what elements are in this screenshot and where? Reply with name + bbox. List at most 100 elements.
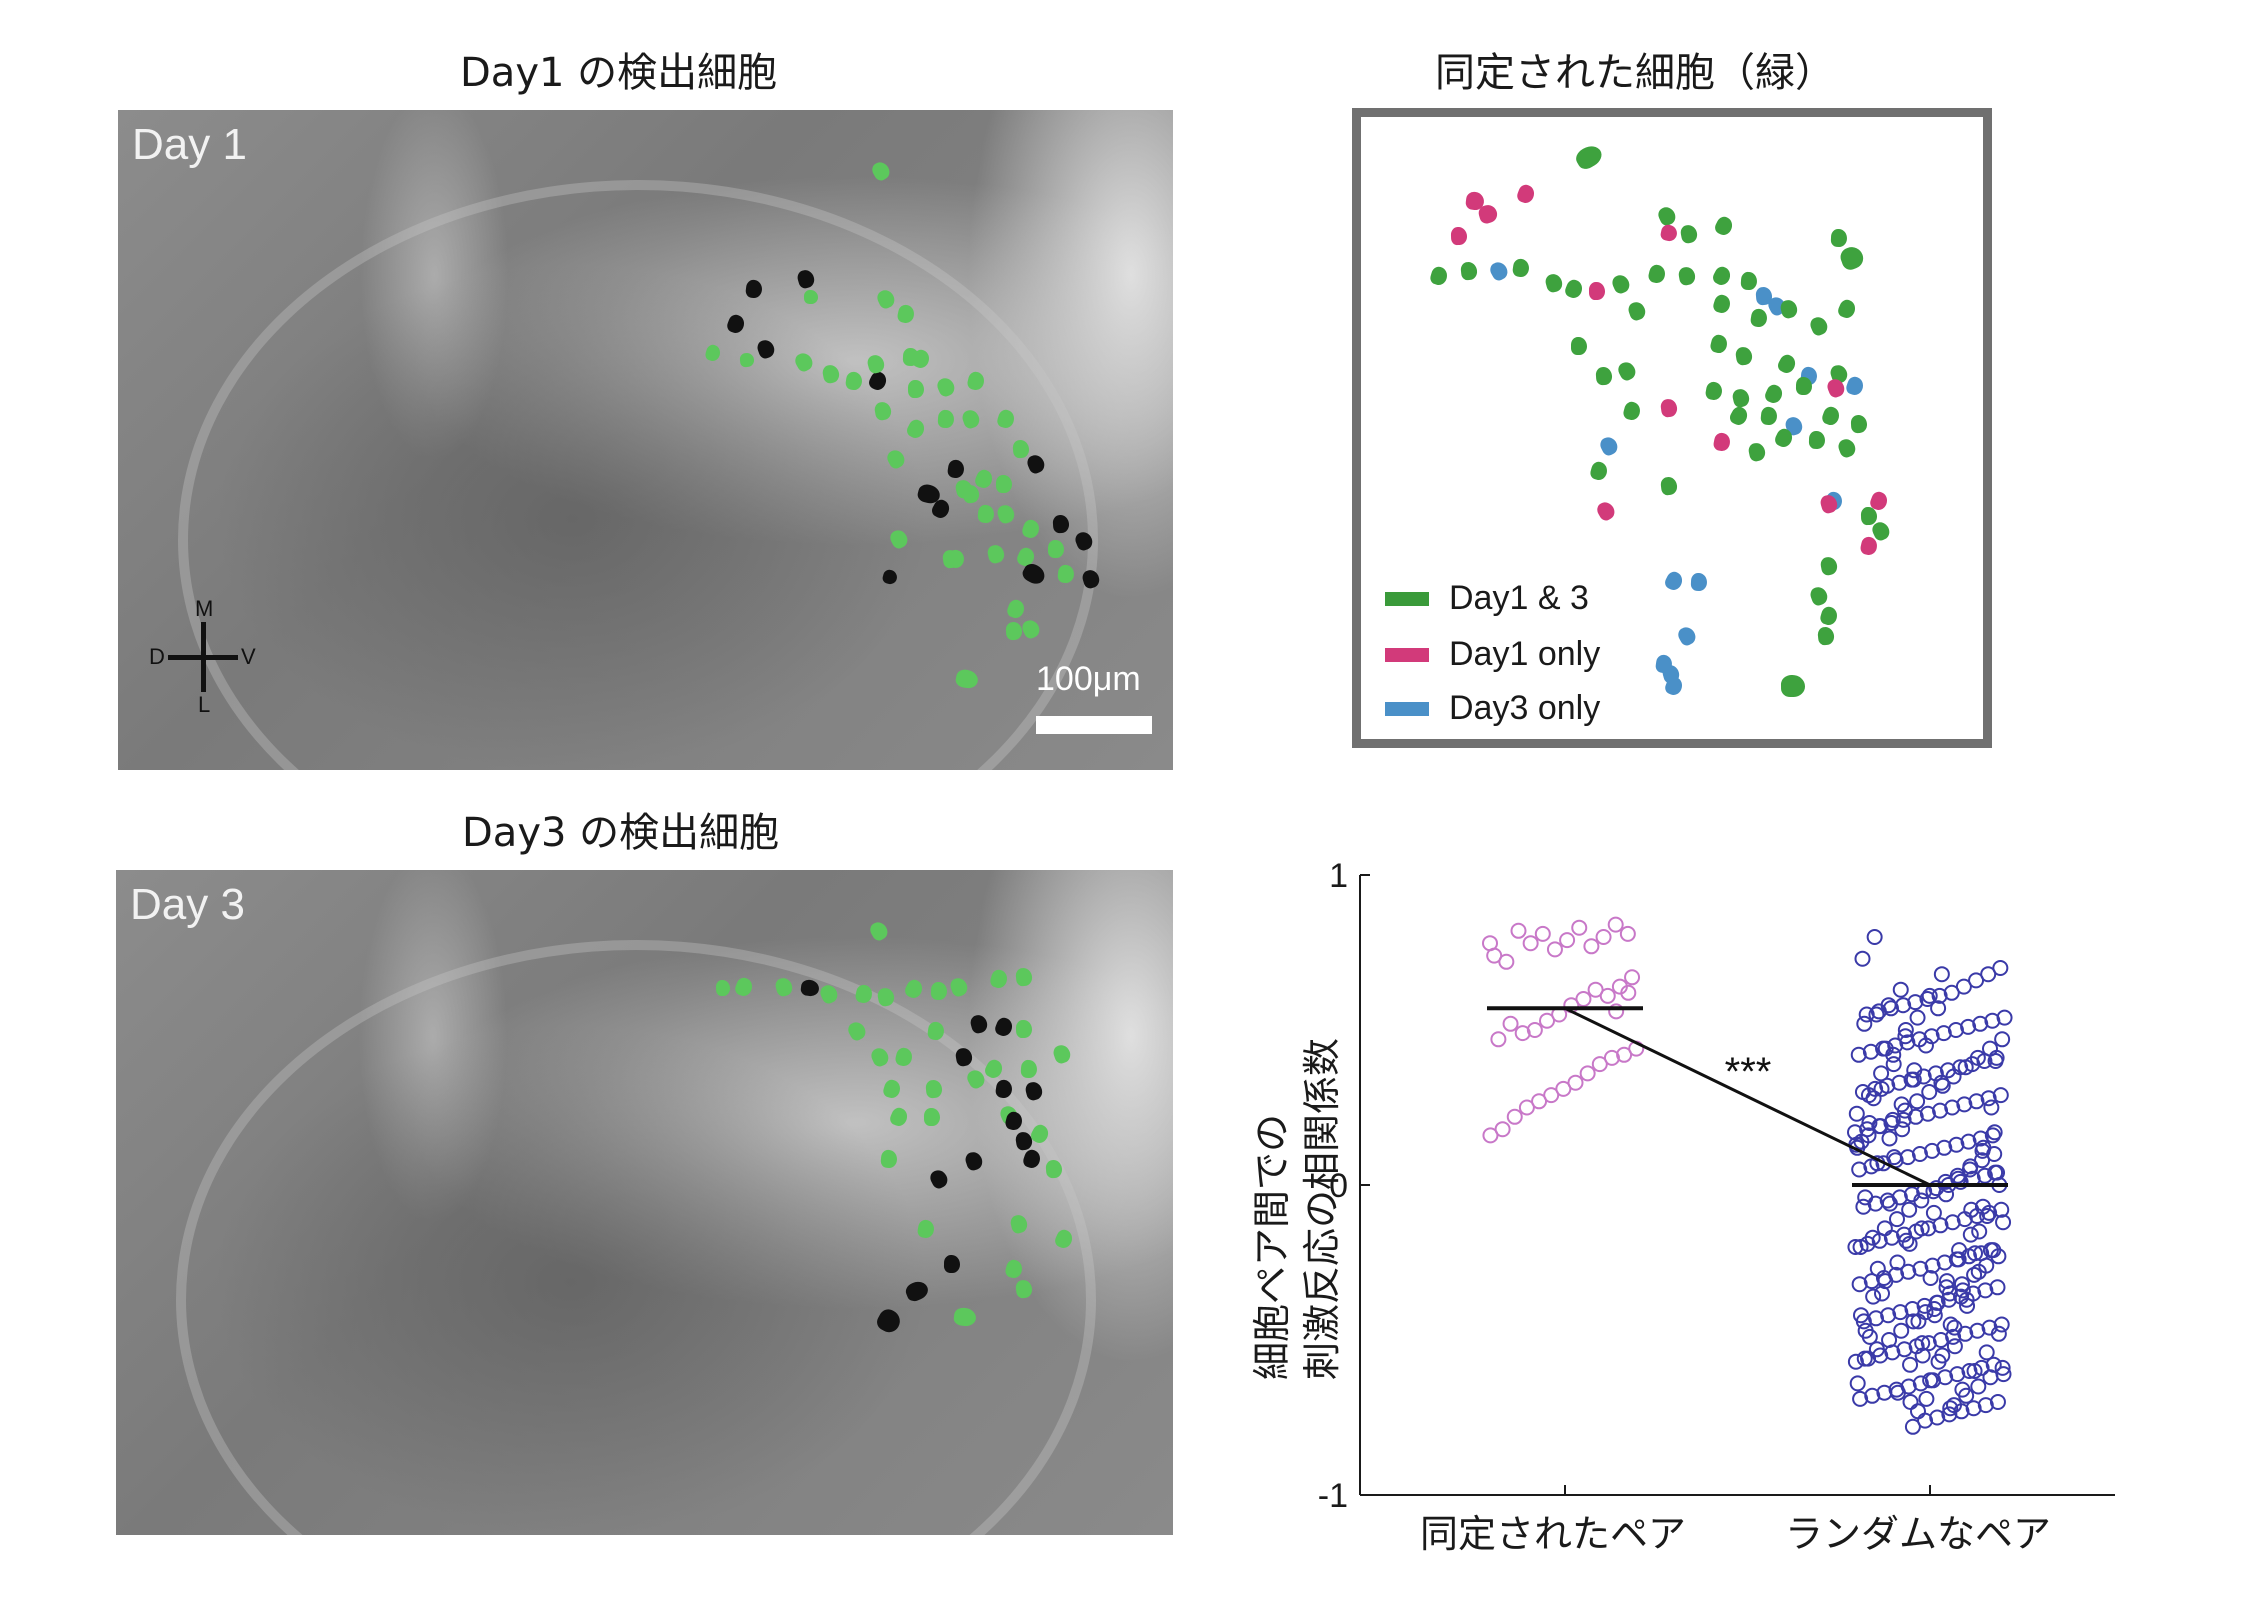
data-point	[1972, 1015, 1989, 1032]
legend-swatch-day3-only	[1385, 701, 1429, 716]
data-point	[1851, 1276, 1868, 1293]
identified-cell-marker	[1563, 277, 1585, 301]
data-point	[1902, 1394, 1919, 1410]
data-point	[1526, 1022, 1543, 1038]
data-point	[1872, 1118, 1889, 1135]
identified-cell-marker	[1572, 141, 1606, 173]
data-point	[1608, 1003, 1625, 1020]
data-point	[1886, 1149, 1903, 1166]
identified-cell-marker	[1795, 376, 1813, 396]
data-point	[1966, 1266, 1983, 1283]
data-point	[1977, 1282, 1994, 1299]
data-point	[1874, 1285, 1890, 1302]
data-point	[1909, 1009, 1926, 1026]
identified-cell-marker	[1837, 243, 1867, 273]
data-point	[1853, 1133, 1870, 1150]
data-point	[1993, 1316, 2010, 1333]
data-point	[1898, 1232, 1915, 1249]
data-point	[1896, 1341, 1913, 1358]
data-point	[1853, 1307, 1869, 1324]
data-point	[1567, 1074, 1584, 1091]
identified-cell-marker	[1595, 366, 1613, 386]
day3-cell-marker	[993, 1015, 1015, 1039]
data-point	[1996, 1009, 2013, 1026]
compass-v: V	[241, 644, 256, 669]
identified-cell-marker	[1712, 214, 1736, 238]
data-point	[1907, 994, 1924, 1011]
data-point	[1945, 1068, 1962, 1085]
data-point	[1971, 1223, 1988, 1240]
data-point	[1949, 1366, 1966, 1383]
correlation-chart: 1 0 -1 同定されたペア ランダムなペア *** 細胞ペア間での 刺激反応の相関係数	[1252, 857, 2115, 1556]
data-point	[1534, 925, 1551, 942]
identified-cells-panel: Day1 & 3 Day1 only Day3 only	[1352, 108, 1992, 748]
data-point	[1938, 1186, 1955, 1203]
identified-cell-marker	[1690, 572, 1708, 592]
data-point	[1944, 1214, 1961, 1231]
data-point	[1889, 1254, 1906, 1271]
data-point	[1929, 1409, 1946, 1426]
identified-cell-marker	[1615, 359, 1639, 383]
identified-cell-marker	[1511, 257, 1531, 279]
y-tick-label: -1	[1318, 1477, 1348, 1515]
identified-cell-marker	[1780, 674, 1806, 698]
y-tick-label: 0	[1329, 1167, 1348, 1205]
identified-cell-marker	[1808, 314, 1830, 338]
identified-cell-marker	[1779, 298, 1799, 320]
data-point	[1986, 1124, 2003, 1141]
data-point	[1490, 1031, 1507, 1048]
data-point	[1891, 1074, 1908, 1091]
data-point	[1583, 938, 1600, 955]
data-point	[1987, 1053, 2004, 1069]
day3-tissue-ring	[176, 940, 1096, 1535]
data-point	[1502, 1015, 1519, 1032]
identified-cell-marker	[1659, 223, 1679, 243]
data-point	[1901, 1235, 1918, 1252]
data-point	[1935, 1025, 1952, 1042]
data-point	[1914, 1335, 1931, 1352]
data-point	[1861, 1115, 1878, 1131]
data-point	[1933, 966, 1950, 983]
data-point	[1926, 1301, 1943, 1317]
data-point	[1912, 1375, 1929, 1392]
data-point	[1965, 1400, 1982, 1417]
data-point	[1957, 1059, 1974, 1076]
day3-cell-marker	[988, 968, 1010, 990]
x-tick-label: ランダムなペア	[1785, 1514, 2051, 1556]
data-point	[1954, 1282, 1971, 1299]
data-point	[1881, 1195, 1898, 1212]
data-point	[1607, 916, 1624, 933]
data-point	[1873, 1080, 1890, 1097]
data-point	[1932, 1102, 1949, 1119]
y-tick-label: 1	[1329, 857, 1348, 895]
data-point	[1921, 1084, 1938, 1100]
data-point	[1868, 1006, 1885, 1023]
data-point	[1922, 1270, 1939, 1286]
data-point	[1905, 1071, 1922, 1088]
identified-cell-marker	[1747, 441, 1767, 463]
data-point	[1591, 1056, 1608, 1073]
data-point	[1893, 1322, 1910, 1339]
data-point	[1883, 1000, 1899, 1017]
data-point	[1953, 1276, 1970, 1293]
compass-m: M	[195, 596, 214, 621]
day1-cell-marker	[907, 379, 925, 399]
data-point	[1902, 1356, 1919, 1373]
data-point	[1956, 1096, 1973, 1113]
data-point	[1951, 1242, 1968, 1259]
identified-cell-marker	[1662, 569, 1686, 593]
data-point	[1992, 1087, 2009, 1104]
data-point	[1868, 1341, 1885, 1358]
day1-microscope-image: Day 1 100μm M D V L	[118, 110, 1173, 770]
data-point	[1876, 1220, 1893, 1237]
day3-microscope-image: Day 3	[116, 870, 1173, 1535]
data-point	[1963, 1201, 1980, 1218]
identified-cell-marker	[1836, 297, 1858, 321]
data-point	[1865, 1090, 1882, 1107]
data-point	[1539, 1012, 1555, 1029]
data-point	[1922, 1372, 1939, 1389]
scale-bar	[1036, 716, 1152, 734]
data-point	[1968, 972, 1985, 989]
data-point	[1624, 969, 1641, 986]
identified-cell-marker	[1597, 434, 1621, 458]
